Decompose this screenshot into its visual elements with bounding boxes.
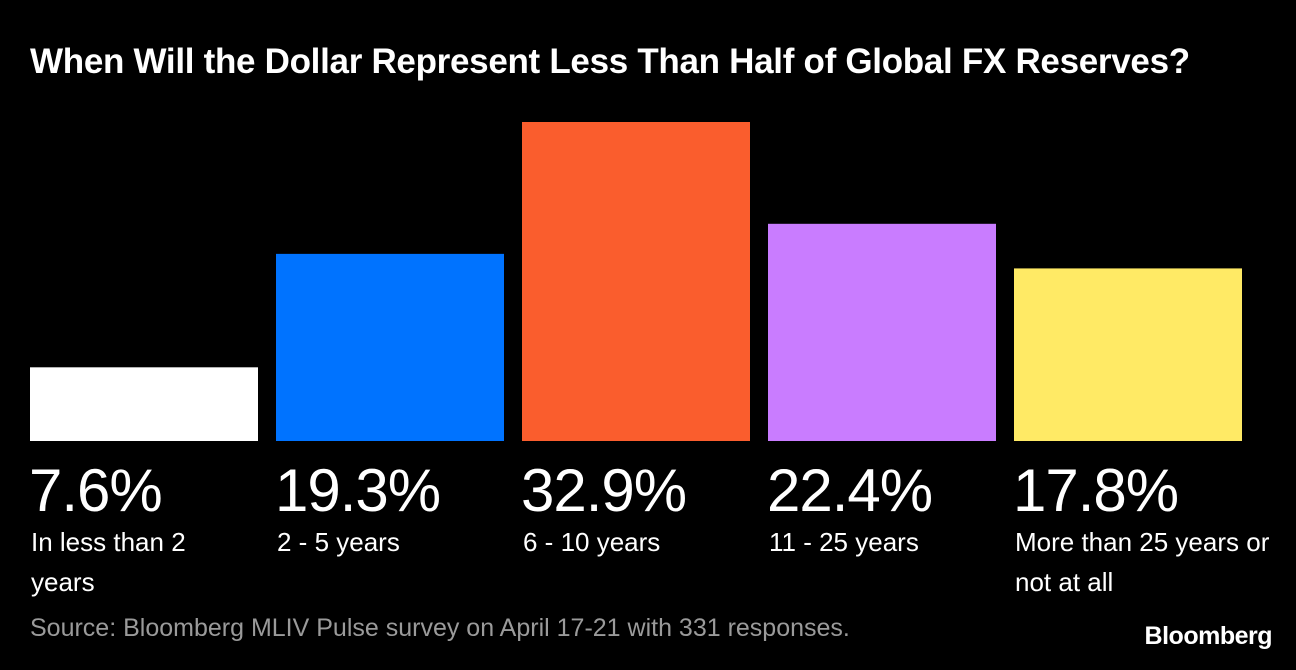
value-label-0: 7.6% [29, 457, 163, 524]
value-label-1: 19.3% [275, 457, 441, 524]
category-label-4: More than 25 years or not at all [1015, 527, 1270, 597]
bloomberg-logo: Bloomberg [1144, 622, 1273, 650]
chart-title: When Will the Dollar Represent Less Than… [30, 42, 1190, 81]
bar-2 [522, 122, 750, 441]
category-label-2: 6 - 10 years [523, 527, 661, 557]
category-label-0: In less than 2 years [31, 527, 186, 597]
category-label-1: 2 - 5 years [277, 527, 400, 557]
source-note: Source: Bloomberg MLIV Pulse survey on A… [30, 614, 850, 642]
bar-4 [1014, 268, 1242, 441]
value-label-4: 17.8% [1013, 457, 1179, 524]
bar-3 [768, 223, 996, 441]
value-label-2: 32.9% [521, 457, 687, 524]
bar-1 [276, 253, 504, 441]
value-label-3: 22.4% [767, 457, 933, 524]
bar-0 [30, 367, 258, 441]
category-label-3: 11 - 25 years [769, 527, 919, 557]
